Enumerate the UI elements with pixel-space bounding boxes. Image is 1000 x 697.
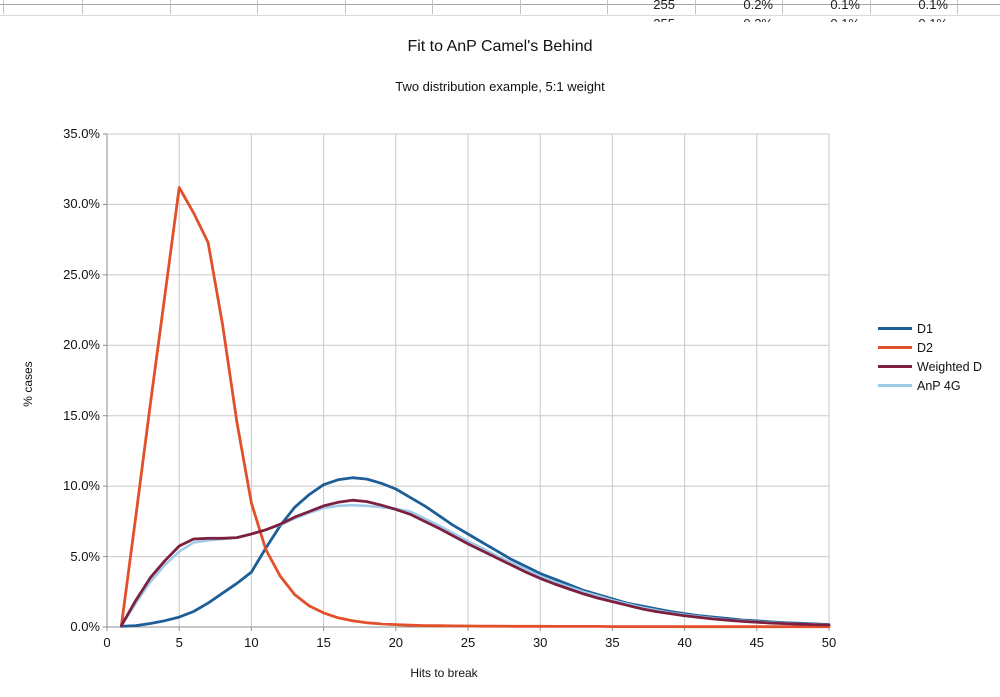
sheet-cell-value: 0.1%	[918, 0, 948, 12]
sheet-column-border	[695, 0, 696, 14]
y-tick-label: 35.0%	[63, 126, 100, 141]
sheet-column-border	[432, 0, 433, 14]
spreadsheet-remnant: 255 0.2% 0.1% 0.1% 255 0.2% 0.1% 0.1%	[0, 0, 1000, 22]
legend-item-d1[interactable]: D1	[878, 319, 982, 338]
legend-swatch-d1	[878, 327, 912, 330]
plot-area	[103, 133, 831, 631]
x-tick-label: 10	[244, 635, 259, 650]
sheet-cell-value: 0.1%	[830, 0, 860, 12]
sheet-column-border	[782, 0, 783, 14]
sheet-column-border	[257, 0, 258, 14]
legend-item-anp-4g[interactable]: AnP 4G	[878, 376, 982, 395]
y-tick-label: 25.0%	[63, 266, 100, 282]
legend-swatch-d2	[878, 346, 912, 349]
sheet-cell[interactable]: 0.1%	[780, 17, 860, 22]
sheet-cell[interactable]: 255	[595, 17, 675, 22]
y-tick-label: 5.0%	[70, 548, 100, 564]
sheet-cell[interactable]: 0.1%	[868, 17, 948, 22]
sheet-cell-value: 0.2%	[743, 0, 773, 12]
chart-legend[interactable]: D1 D2 Weighted D AnP 4G	[878, 319, 982, 395]
sheet-cell[interactable]: 0.1%	[780, 0, 860, 14]
sheet-cell-value: 0.1%	[780, 17, 860, 22]
sheet-cell[interactable]: 0.2%	[693, 0, 773, 14]
sheet-column-border	[3, 0, 4, 14]
y-tick-label: 20.0%	[63, 337, 100, 353]
sheet-cell-value: 0.1%	[868, 17, 948, 22]
sheet-cell-value: 255	[595, 17, 675, 22]
series-line-d1	[120, 476, 831, 628]
sheet-cell[interactable]: 255	[595, 0, 675, 14]
y-axis-title: % cases	[21, 361, 35, 407]
legend-swatch-anp-4g	[878, 384, 912, 387]
sheet-cell[interactable]: 0.2%	[693, 17, 773, 22]
sheet-column-border	[870, 0, 871, 14]
sheet-row-border-2	[0, 15, 1000, 16]
x-tick-label: 30	[532, 635, 548, 650]
embedded-chart[interactable]: Fit to AnP Camel's Behind Two distributi…	[0, 22, 1000, 697]
sheet-cell-value: 0.2%	[693, 17, 773, 22]
series-line-d2	[120, 186, 831, 629]
chart-title: Fit to AnP Camel's Behind	[407, 38, 593, 55]
series-line-anp-4g	[120, 503, 831, 627]
x-tick-label: 15	[316, 635, 331, 650]
sheet-cell-value: 255	[653, 0, 675, 12]
x-tick-label: 45	[749, 635, 765, 650]
y-tick-label: 10.0%	[63, 478, 100, 494]
series-line-weighted-d	[120, 498, 831, 627]
x-tick-label: 25	[460, 635, 476, 650]
chart-subtitle: Two distribution example, 5:1 weight	[395, 79, 605, 94]
x-tick-label: 35	[605, 635, 620, 650]
sheet-column-border	[520, 0, 521, 14]
sheet-column-border	[345, 0, 346, 14]
legend-label-d1: D1	[917, 321, 933, 336]
legend-label-d2: D2	[917, 340, 933, 355]
x-tick-label: 40	[677, 635, 692, 650]
y-tick-label: 15.0%	[63, 407, 100, 423]
x-tick-label: 50	[821, 635, 837, 650]
sheet-column-border	[607, 0, 608, 14]
sheet-column-border	[957, 0, 958, 14]
legend-item-weighted-d[interactable]: Weighted D	[878, 357, 982, 376]
x-tick-label: 20	[388, 635, 404, 650]
sheet-cell[interactable]: 0.1%	[868, 0, 948, 14]
x-axis-title: Hits to break	[410, 666, 478, 680]
legend-label-anp-4g: AnP 4G	[917, 378, 961, 393]
sheet-row-border	[0, 4, 1000, 5]
x-tick-label: 0	[103, 635, 111, 650]
y-tick-label: 30.0%	[63, 196, 100, 212]
y-tick-label: 0.0%	[70, 619, 100, 634]
sheet-column-border	[82, 0, 83, 14]
x-tick-label: 5	[175, 635, 183, 650]
legend-label-weighted-d: Weighted D	[917, 359, 983, 374]
legend-swatch-weighted-d	[878, 365, 912, 368]
legend-item-d2[interactable]: D2	[878, 338, 982, 357]
sheet-column-border	[170, 0, 171, 14]
